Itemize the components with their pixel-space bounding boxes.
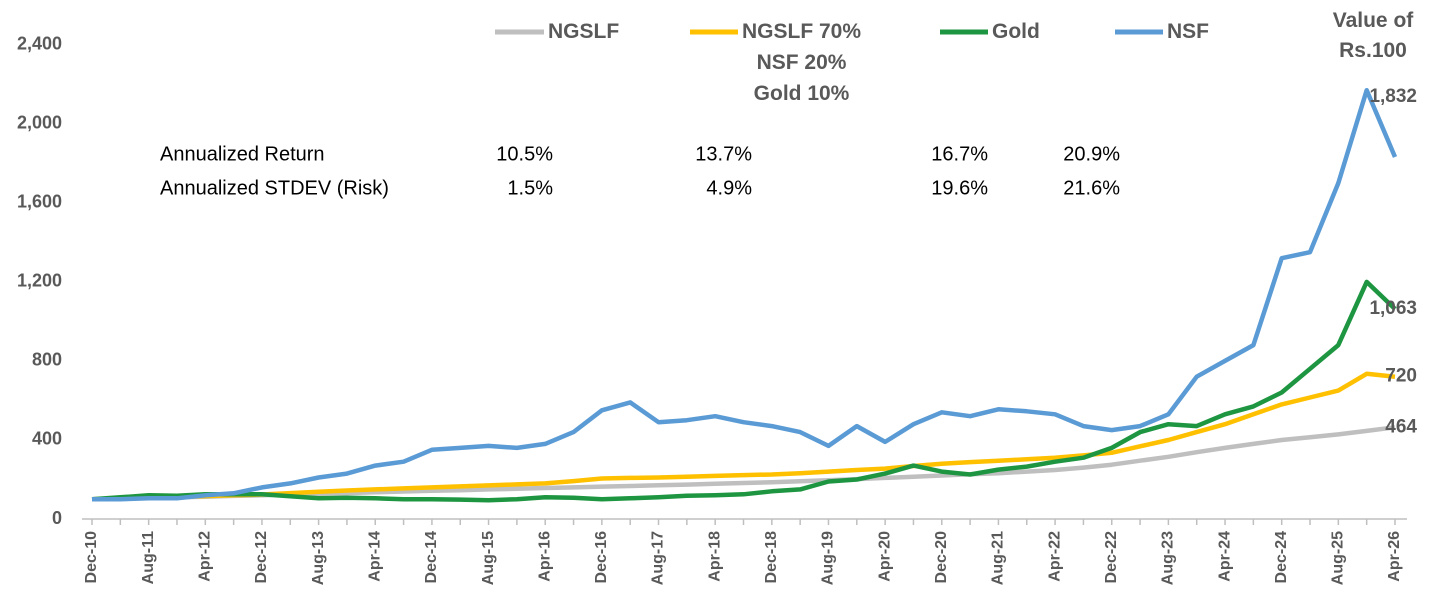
x-tick-label: Apr-18 [706,531,723,582]
stats-value: 13.7% [695,143,752,165]
x-tick-label: Aug-11 [140,531,157,584]
x-tick-label: Aug-25 [1330,531,1347,585]
x-tick-label: Dec-16 [593,531,610,584]
x-tick-label: Dec-18 [763,531,780,584]
y-tick-label: 0 [52,508,62,528]
stats-value: 10.5% [496,143,553,165]
x-tick-label: Apr-26 [1386,531,1403,582]
x-tick-label: Apr-12 [197,531,214,582]
stats-value: 20.9% [1063,143,1120,165]
x-tick-label: Aug-15 [480,531,497,585]
x-tick-label: Aug-23 [1160,531,1177,585]
x-tick-label: Apr-22 [1046,531,1063,582]
stats-label: Annualized Return [160,143,325,165]
x-tick-label: Dec-12 [253,531,270,584]
stats-value: 1.5% [507,177,553,199]
x-tick-label: Apr-14 [366,531,383,582]
y-tick-label: 1,200 [17,271,62,291]
y-tick-label: 2,000 [17,113,62,133]
x-tick-label: Apr-20 [876,531,893,582]
legend-label: Gold [992,20,1040,43]
x-tick-label: Dec-14 [423,531,440,584]
x-tick-label: Aug-19 [820,531,837,585]
y-tick-label: 800 [32,350,62,370]
stats-value: 16.7% [931,143,988,165]
legend-label: NGSLF [548,20,620,43]
x-tick-label: Dec-10 [83,531,100,584]
y-tick-label: 400 [32,429,62,449]
y-axis-label: Value of Rs.100 [1332,9,1414,62]
series-line [92,87,1398,502]
data-label: 464 [1385,416,1417,437]
stats-label: Annualized STDEV (Risk) [160,177,389,199]
x-tick-label: Dec-24 [1273,531,1290,584]
stats-value: 4.9% [706,177,752,199]
x-tick-label: Dec-22 [1103,531,1120,584]
x-tick-label: Apr-16 [536,531,553,582]
x-tick-label: Apr-24 [1216,531,1233,582]
x-tick-label: Aug-17 [650,531,667,585]
data-label: 1,832 [1369,86,1417,107]
series-line [91,425,1396,502]
legend-label: NSF [1167,20,1209,43]
legend-label: NGSLF 70% NSF 20% Gold 10% [742,20,862,105]
stats-value: 21.6% [1063,177,1120,199]
x-tick-label: Dec-20 [933,531,950,584]
data-label: 720 [1385,366,1417,387]
series-line [91,371,1396,502]
x-tick-label: Aug-21 [990,531,1007,585]
y-tick-label: 1,600 [17,192,62,212]
data-label: 1,063 [1369,298,1417,319]
stats-value: 19.6% [931,177,988,199]
y-tick-label: 2,400 [17,34,62,54]
series-line [91,279,1397,503]
x-tick-label: Aug-13 [310,531,327,585]
